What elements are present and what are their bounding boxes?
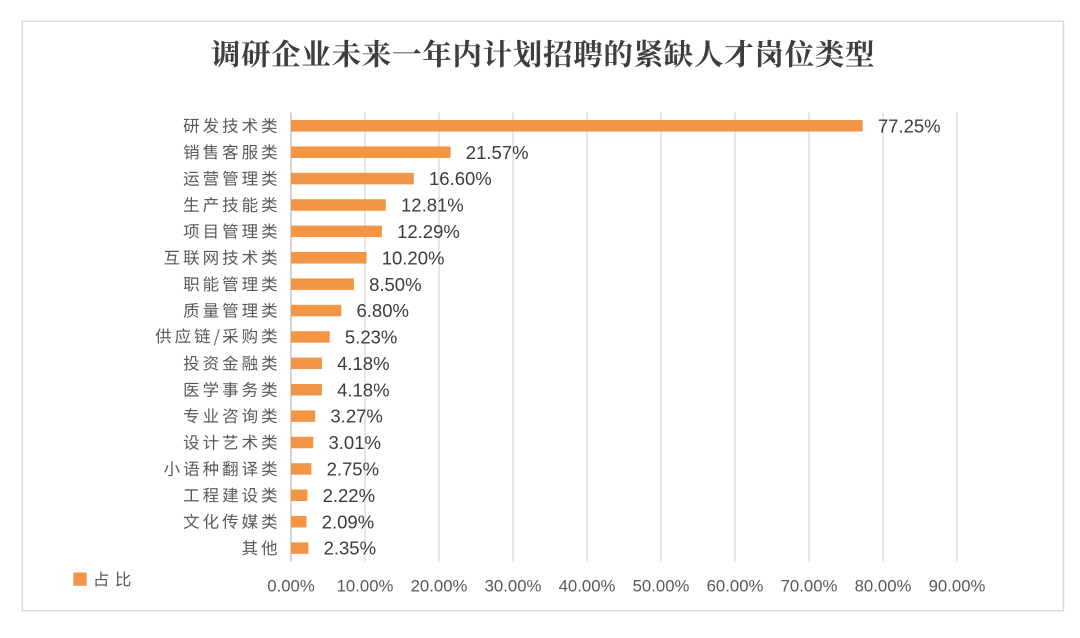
svg-text:3.01%: 3.01% [329, 432, 381, 453]
svg-text:30.00%: 30.00% [485, 577, 542, 596]
svg-text:3.27%: 3.27% [330, 406, 382, 427]
svg-text:90.00%: 90.00% [929, 577, 986, 596]
svg-text:0.00%: 0.00% [267, 577, 315, 596]
svg-text:2.09%: 2.09% [322, 511, 374, 532]
svg-text:2.75%: 2.75% [327, 459, 379, 480]
svg-text:80.00%: 80.00% [855, 577, 912, 596]
svg-text:10.20%: 10.20% [382, 247, 445, 268]
svg-text:2.35%: 2.35% [324, 538, 376, 559]
svg-text:16.60%: 16.60% [429, 168, 492, 189]
svg-text:4.18%: 4.18% [337, 353, 389, 374]
svg-text:12.81%: 12.81% [401, 195, 464, 216]
svg-text:8.50%: 8.50% [369, 274, 421, 295]
svg-text:6.80%: 6.80% [357, 300, 409, 321]
svg-text:10.00%: 10.00% [337, 577, 394, 596]
svg-text:50.00%: 50.00% [633, 577, 690, 596]
svg-text:20.00%: 20.00% [411, 577, 468, 596]
svg-text:4.18%: 4.18% [337, 379, 389, 400]
svg-text:21.57%: 21.57% [466, 142, 529, 163]
svg-text:2.22%: 2.22% [323, 485, 375, 506]
svg-text:60.00%: 60.00% [707, 577, 764, 596]
svg-text:77.25%: 77.25% [878, 115, 941, 136]
svg-text:5.23%: 5.23% [345, 327, 397, 348]
svg-text:40.00%: 40.00% [559, 577, 616, 596]
svg-text:70.00%: 70.00% [781, 577, 838, 596]
svg-text:12.29%: 12.29% [397, 221, 460, 242]
